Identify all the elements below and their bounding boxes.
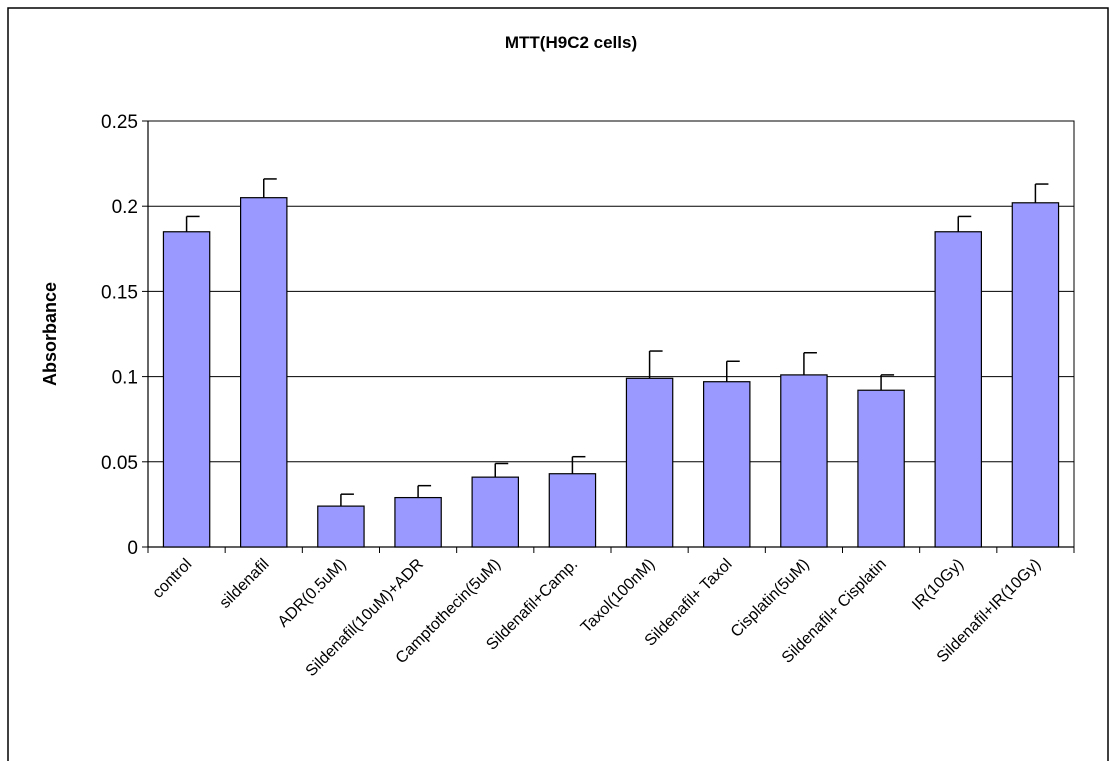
y-tick-label: 0.25 xyxy=(101,112,138,133)
bar xyxy=(548,473,597,548)
bar xyxy=(162,231,211,548)
bar xyxy=(934,231,982,548)
bar xyxy=(625,377,674,548)
bar xyxy=(702,381,751,548)
y-tick-label: 0 xyxy=(127,538,138,559)
y-tick-label: 0.15 xyxy=(101,282,138,303)
y-tick-label: 0.2 xyxy=(112,197,138,218)
bar xyxy=(780,374,828,548)
bar xyxy=(857,389,905,548)
y-tick-label: 0.05 xyxy=(101,453,138,474)
bar xyxy=(394,496,442,548)
plot-background xyxy=(147,120,1075,548)
bar xyxy=(317,505,365,548)
y-tick-label: 0.1 xyxy=(112,368,138,389)
bar xyxy=(471,476,520,548)
chart-title: MTT(H9C2 cells) xyxy=(505,33,637,52)
bar xyxy=(240,197,288,548)
bar xyxy=(1011,202,1060,548)
y-axis-label: Absorbance xyxy=(40,282,60,386)
